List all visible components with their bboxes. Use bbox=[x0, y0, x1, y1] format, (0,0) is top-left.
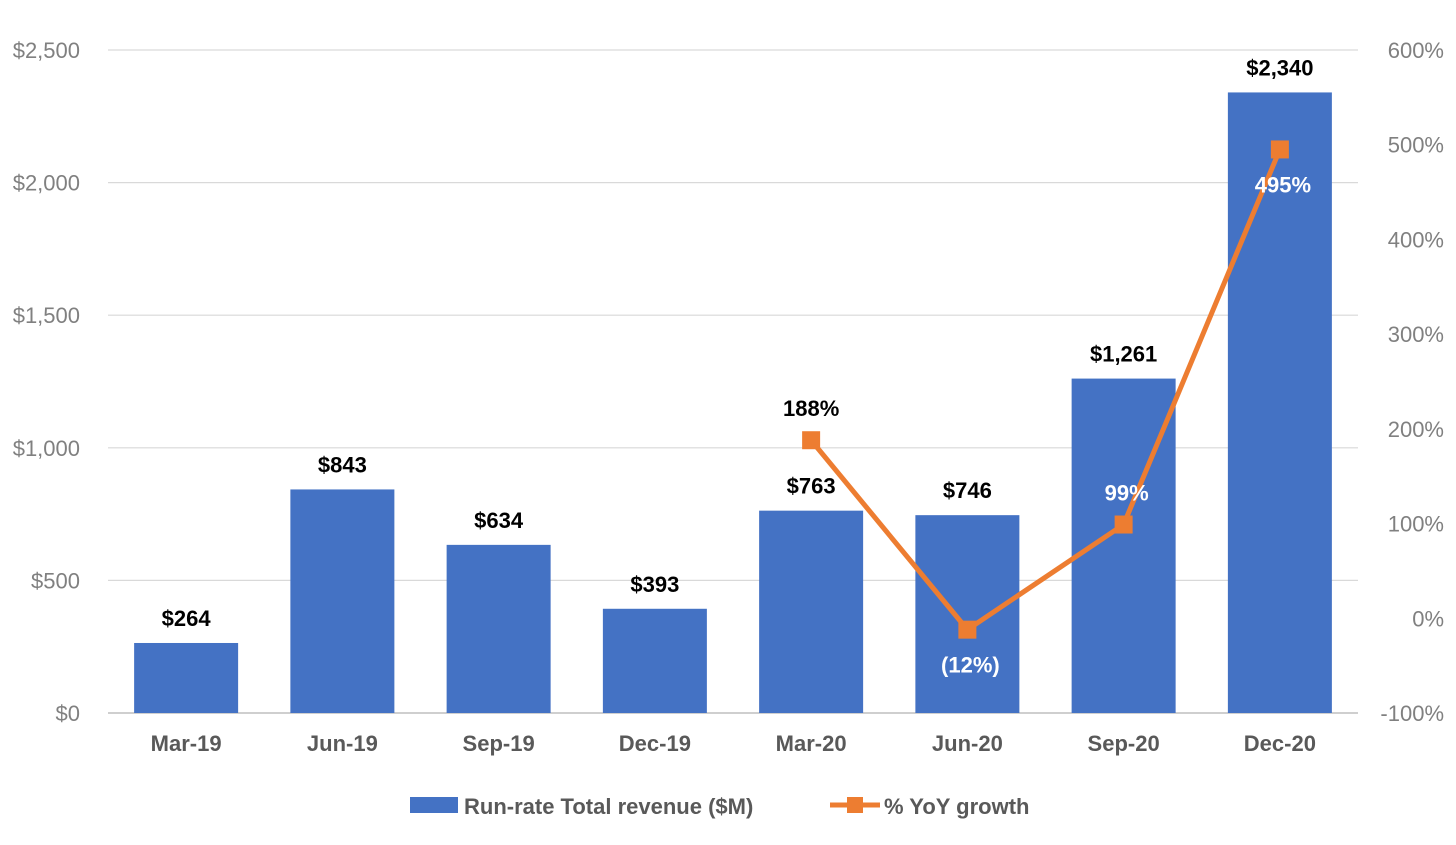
yoy-growth-label: 188% bbox=[783, 396, 839, 421]
x-axis-category-label: Sep-20 bbox=[1088, 731, 1160, 756]
y-axis-right-tick-label: -100% bbox=[1380, 701, 1444, 726]
legend-swatch-revenue bbox=[410, 797, 458, 813]
y-axis-right-tick-label: 500% bbox=[1388, 133, 1444, 158]
yoy-growth-label: 495% bbox=[1255, 172, 1311, 197]
y-axis-left-tick-label: $1,500 bbox=[13, 303, 80, 328]
legend-label-revenue: Run-rate Total revenue ($M) bbox=[464, 794, 753, 819]
revenue-bar-label: $393 bbox=[630, 572, 679, 597]
revenue-bar bbox=[602, 608, 707, 713]
y-axis-left-tick-label: $0 bbox=[56, 701, 80, 726]
x-axis-category-label: Dec-19 bbox=[619, 731, 691, 756]
revenue-bar-label: $746 bbox=[943, 478, 992, 503]
yoy-growth-label: 99% bbox=[1105, 481, 1149, 506]
revenue-bar-label: $264 bbox=[162, 606, 212, 631]
y-axis-right-tick-label: 400% bbox=[1388, 227, 1444, 252]
x-axis-category-label: Mar-20 bbox=[776, 731, 847, 756]
yoy-growth-marker bbox=[1114, 515, 1133, 534]
y-axis-right-tick-label: 200% bbox=[1388, 417, 1444, 442]
x-axis-category-label: Jun-19 bbox=[307, 731, 378, 756]
y-axis-right-tick-label: 100% bbox=[1388, 512, 1444, 537]
revenue-bar bbox=[290, 489, 395, 713]
yoy-growth-line bbox=[809, 148, 1283, 633]
x-axis-category-label: Dec-20 bbox=[1244, 731, 1316, 756]
legend-label-growth: % YoY growth bbox=[884, 794, 1029, 819]
yoy-growth-marker bbox=[958, 620, 977, 639]
y-axis-right-tick-label: 600% bbox=[1388, 38, 1444, 63]
yoy-growth-marker bbox=[1270, 140, 1289, 159]
revenue-bar bbox=[915, 515, 1020, 713]
x-axis-category-label: Mar-19 bbox=[151, 731, 222, 756]
revenue-bar bbox=[1071, 378, 1176, 713]
revenue-bar bbox=[1227, 92, 1332, 713]
revenue-bar-label: $634 bbox=[474, 508, 524, 533]
yoy-growth-marker bbox=[802, 431, 821, 450]
yoy-growth-label: (12%) bbox=[941, 653, 1000, 678]
revenue-bar-label: $763 bbox=[787, 474, 836, 499]
y-axis-left-tick-label: $1,000 bbox=[13, 436, 80, 461]
y-axis-right-tick-label: 300% bbox=[1388, 322, 1444, 347]
revenue-bar bbox=[446, 544, 551, 713]
y-axis-left-tick-label: $2,500 bbox=[13, 38, 80, 63]
x-axis-category-label: Jun-20 bbox=[932, 731, 1003, 756]
y-axis-left-tick-label: $2,000 bbox=[13, 171, 80, 196]
revenue-bar-label: $1,261 bbox=[1090, 342, 1157, 367]
revenue-bar bbox=[759, 510, 864, 713]
y-axis-left-tick-label: $500 bbox=[31, 568, 80, 593]
x-axis-category-label: Sep-19 bbox=[463, 731, 535, 756]
legend-marker-growth bbox=[847, 797, 863, 813]
revenue-bar-label: $2,340 bbox=[1246, 55, 1313, 80]
y-axis-right-tick-label: 0% bbox=[1412, 606, 1444, 631]
revenue-bar-label: $843 bbox=[318, 452, 367, 477]
revenue-bar bbox=[134, 642, 239, 713]
